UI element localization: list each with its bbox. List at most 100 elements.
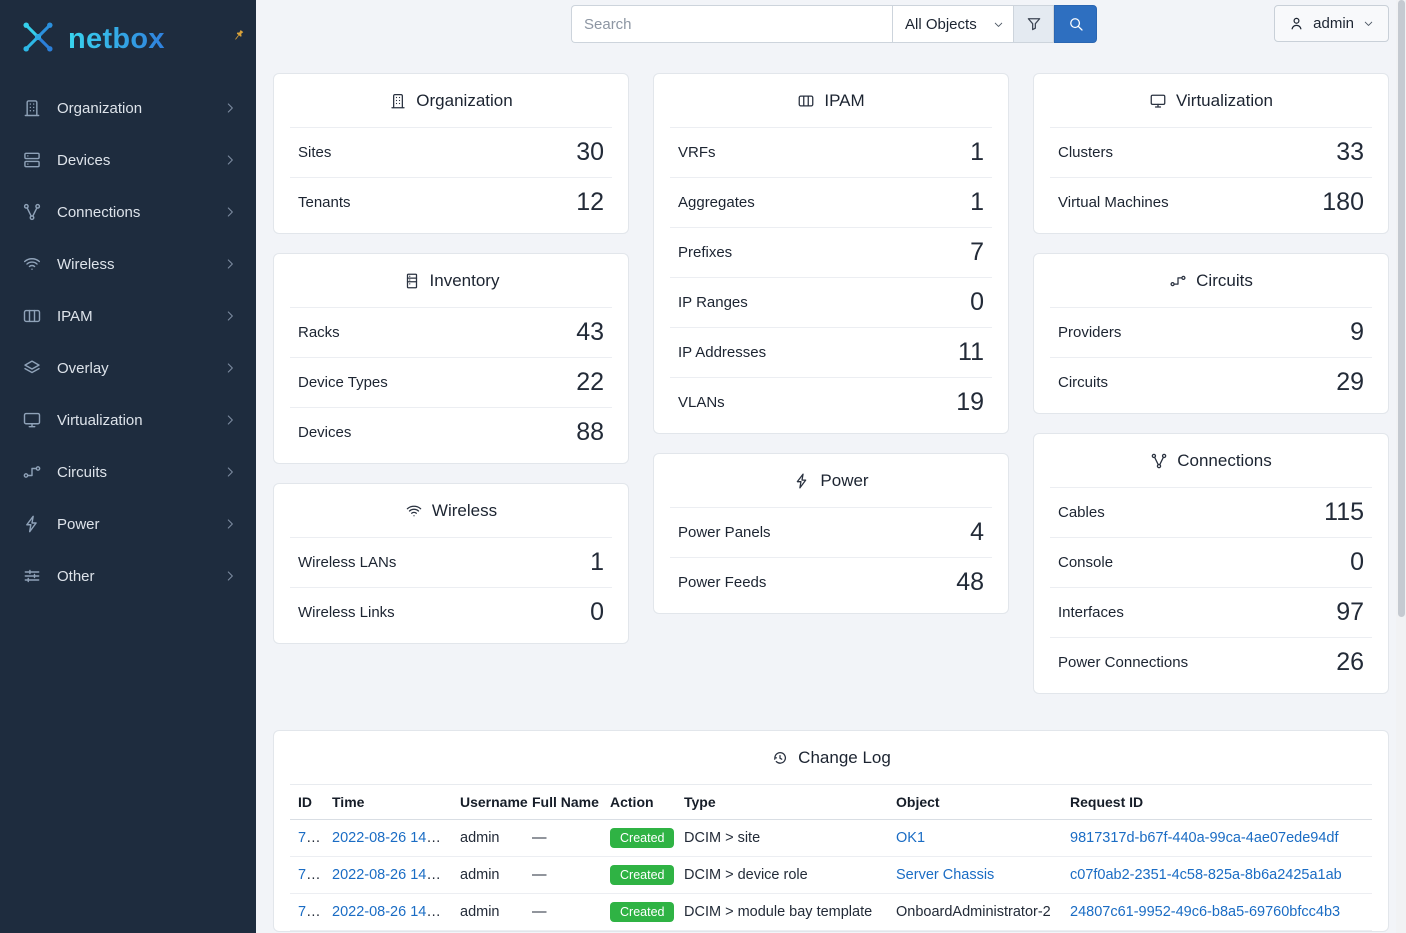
stat-value-link[interactable]: 19 [956,388,984,416]
stat-value-link[interactable]: 1 [970,188,984,216]
stat-value-link[interactable]: 9 [1350,318,1364,346]
chevron-right-icon [222,256,238,272]
stat-value-link[interactable]: 48 [956,568,984,596]
stat-label-link[interactable]: Power Panels [678,524,771,541]
sidebar-item-overlay[interactable]: Overlay [0,342,256,394]
changelog-time-link[interactable]: 2022-08-26 14:15 [332,904,447,920]
stat-label-link[interactable]: VLANs [678,394,725,411]
wifi-icon [22,254,42,274]
card-title-text: Inventory [429,270,500,290]
status-badge: Created [610,902,675,922]
sidebar-item-label: Connections [57,203,141,221]
stat-value-link[interactable]: 88 [576,418,604,446]
stat-value-link[interactable]: 11 [958,338,984,366]
user-menu-button[interactable]: admin [1274,5,1389,42]
stat-value-link[interactable]: 30 [576,138,604,166]
col-header-username: Username [452,785,528,820]
stat-label-link[interactable]: Aggregates [678,194,755,211]
sidebar-item-organization[interactable]: Organization [0,82,256,134]
main-area: All Objects admin Organization [256,0,1406,932]
sidebar-item-virtualization[interactable]: Virtualization [0,394,256,446]
changelog-object-link[interactable]: OK1 [896,830,926,846]
card-title-text: Virtualization [1175,90,1274,110]
rack-icon [403,272,421,290]
stat-value-link[interactable]: 97 [1336,598,1364,626]
changelog-request-link[interactable]: 9817317d-b67f-440a-99ca-4ae07ede94df [1070,830,1339,846]
pin-icon[interactable] [231,28,246,48]
stat-label-link[interactable]: Racks [298,324,340,341]
sidebar-item-label: Virtualization [57,411,143,429]
search-input[interactable] [571,5,892,43]
stat-value-link[interactable]: 0 [1350,548,1364,576]
stat-label-link[interactable]: Power Connections [1058,654,1189,671]
changelog-request-link[interactable]: 24807c61-9952-49c6-b8a5-69760bfcc4b3 [1070,904,1341,920]
search-button[interactable] [1054,5,1097,43]
filter-button[interactable] [1014,5,1054,43]
stat-label-link[interactable]: Devices [298,424,352,441]
stat-label-link[interactable]: Circuits [1058,374,1109,391]
stat-label-link[interactable]: Console [1058,554,1114,571]
changelog-time-link[interactable]: 2022-08-26 14:22 [332,830,447,846]
sidebar-item-connections[interactable]: Connections [0,186,256,238]
stat-label-link[interactable]: Prefixes [678,244,733,261]
dashboard-column-2: IPAM VRFs 1 Aggregates 1 Prefixes 7 [653,73,1009,694]
page-scrollbar[interactable] [1396,0,1406,933]
stat-label-link[interactable]: IP Addresses [678,344,767,361]
stat-value-link[interactable]: 1 [970,138,984,166]
card-title: Organization [274,74,628,127]
chevron-right-icon [222,152,238,168]
stat-value-link[interactable]: 0 [590,598,604,626]
stat-label-link[interactable]: Wireless LANs [298,554,397,571]
sidebar-item-power[interactable]: Power [0,498,256,550]
stat-value-link[interactable]: 180 [1322,188,1364,216]
object-type-selected: All Objects [905,15,977,33]
stat-value-link[interactable]: 1 [590,548,604,576]
stat-label-link[interactable]: Clusters [1058,144,1114,161]
stat-value-link[interactable]: 4 [970,518,984,546]
stat-value-link[interactable]: 7 [970,238,984,266]
stat-label-link[interactable]: Device Types [298,374,388,391]
stat-row-devices: Devices 88 [290,407,612,457]
changelog-request-link[interactable]: c07f0ab2-2351-4c58-825a-8b6a2425a1ab [1070,867,1342,883]
sidebar-item-other[interactable]: Other [0,550,256,602]
stat-label-link[interactable]: Power Feeds [678,574,767,591]
col-header-type: Type [676,785,888,820]
sidebar-item-label: IPAM [57,307,93,325]
stat-value-link[interactable]: 33 [1336,138,1364,166]
stat-value-link[interactable]: 29 [1336,368,1364,396]
stat-value-link[interactable]: 26 [1336,648,1364,676]
stat-label-link[interactable]: Wireless Links [298,604,395,621]
sidebar-item-label: Devices [57,151,111,169]
netbox-logo-icon[interactable] [18,17,58,62]
stat-value-link[interactable]: 22 [576,368,604,396]
stat-value-link[interactable]: 115 [1324,498,1364,526]
changelog-id-link[interactable]: 754 [298,867,323,883]
stat-label-link[interactable]: Cables [1058,504,1105,521]
changelog-time-link[interactable]: 2022-08-26 14:17 [332,867,447,883]
changelog-id-link[interactable]: 753 [298,904,323,920]
sidebar-item-wireless[interactable]: Wireless [0,238,256,290]
stat-label-link[interactable]: VRFs [678,144,716,161]
stat-label-link[interactable]: Virtual Machines [1058,194,1169,211]
stat-label-link[interactable]: Tenants [298,194,351,211]
scrollbar-thumb[interactable] [1397,0,1405,617]
changelog-type: DCIM > device role [676,856,888,894]
stat-label-link[interactable]: Providers [1058,324,1122,341]
stat-label-link[interactable]: IP Ranges [678,294,748,311]
sidebar-item-devices[interactable]: Devices [0,134,256,186]
changelog-id-link[interactable]: 755 [298,830,323,846]
card-title-text: IPAM [824,90,865,110]
stat-row-interfaces: Interfaces 97 [1050,587,1372,637]
stat-label-link[interactable]: Interfaces [1058,604,1124,621]
sidebar-item-ipam[interactable]: IPAM [0,290,256,342]
sidebar-item-circuits[interactable]: Circuits [0,446,256,498]
changelog-object-link[interactable]: Server Chassis [896,867,995,883]
sliders-icon [22,566,42,586]
object-type-select[interactable]: All Objects [892,5,1014,43]
stat-value-link[interactable]: 12 [576,188,604,216]
card-title: Connections [1034,434,1388,487]
stat-value-link[interactable]: 0 [970,288,984,316]
netbox-wordmark[interactable]: netbox [68,23,165,55]
stat-value-link[interactable]: 43 [576,318,604,346]
stat-label-link[interactable]: Sites [298,144,332,161]
